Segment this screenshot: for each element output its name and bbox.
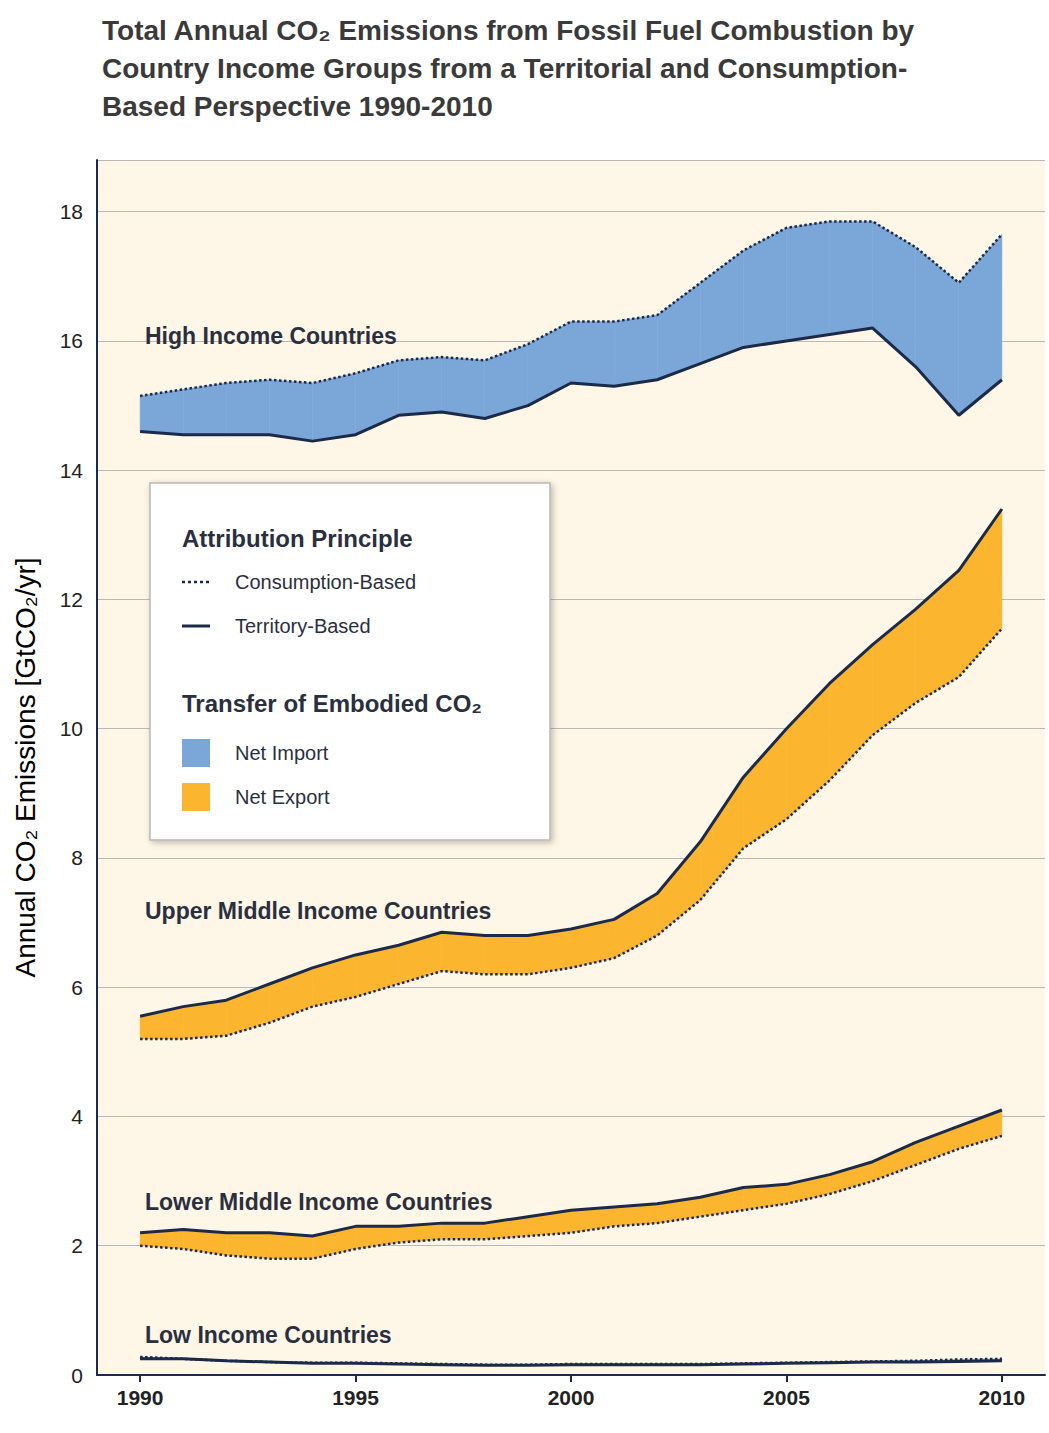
svg-text:1990: 1990 (117, 1386, 164, 1409)
svg-text:Attribution Principle: Attribution Principle (182, 525, 413, 552)
svg-text:2005: 2005 (763, 1386, 810, 1409)
svg-text:2010: 2010 (979, 1386, 1026, 1409)
svg-text:Territory-Based: Territory-Based (235, 615, 371, 637)
svg-text:Net Export: Net Export (235, 786, 330, 808)
svg-text:Annual CO₂ Emissions [GtCO₂/yr: Annual CO₂ Emissions [GtCO₂/yr] (10, 557, 41, 977)
svg-text:16: 16 (60, 329, 83, 352)
svg-text:2: 2 (71, 1234, 83, 1257)
svg-text:8: 8 (71, 846, 83, 869)
svg-text:1995: 1995 (332, 1386, 379, 1409)
svg-text:Total Annual CO₂ Emissions fro: Total Annual CO₂ Emissions from Fossil F… (102, 15, 914, 46)
svg-text:6: 6 (71, 976, 83, 999)
svg-text:14: 14 (60, 459, 84, 482)
svg-text:High Income Countries: High Income Countries (145, 323, 397, 349)
svg-text:Based Perspective 1990-2010: Based Perspective 1990-2010 (102, 91, 493, 122)
svg-text:10: 10 (60, 717, 83, 740)
svg-text:Consumption-Based: Consumption-Based (235, 571, 416, 593)
svg-text:Upper Middle Income Countries: Upper Middle Income Countries (145, 898, 491, 924)
svg-text:Low Income Countries: Low Income Countries (145, 1322, 392, 1348)
svg-text:4: 4 (71, 1105, 83, 1128)
svg-text:Lower Middle Income Countries: Lower Middle Income Countries (145, 1189, 493, 1215)
svg-text:Country Income Groups from a T: Country Income Groups from a Territorial… (102, 53, 907, 84)
svg-text:Net Import: Net Import (235, 742, 329, 764)
svg-text:2000: 2000 (548, 1386, 595, 1409)
svg-text:18: 18 (60, 200, 83, 223)
svg-text:Transfer of Embodied CO₂: Transfer of Embodied CO₂ (182, 690, 482, 717)
svg-text:12: 12 (60, 588, 83, 611)
svg-text:0: 0 (71, 1364, 83, 1387)
